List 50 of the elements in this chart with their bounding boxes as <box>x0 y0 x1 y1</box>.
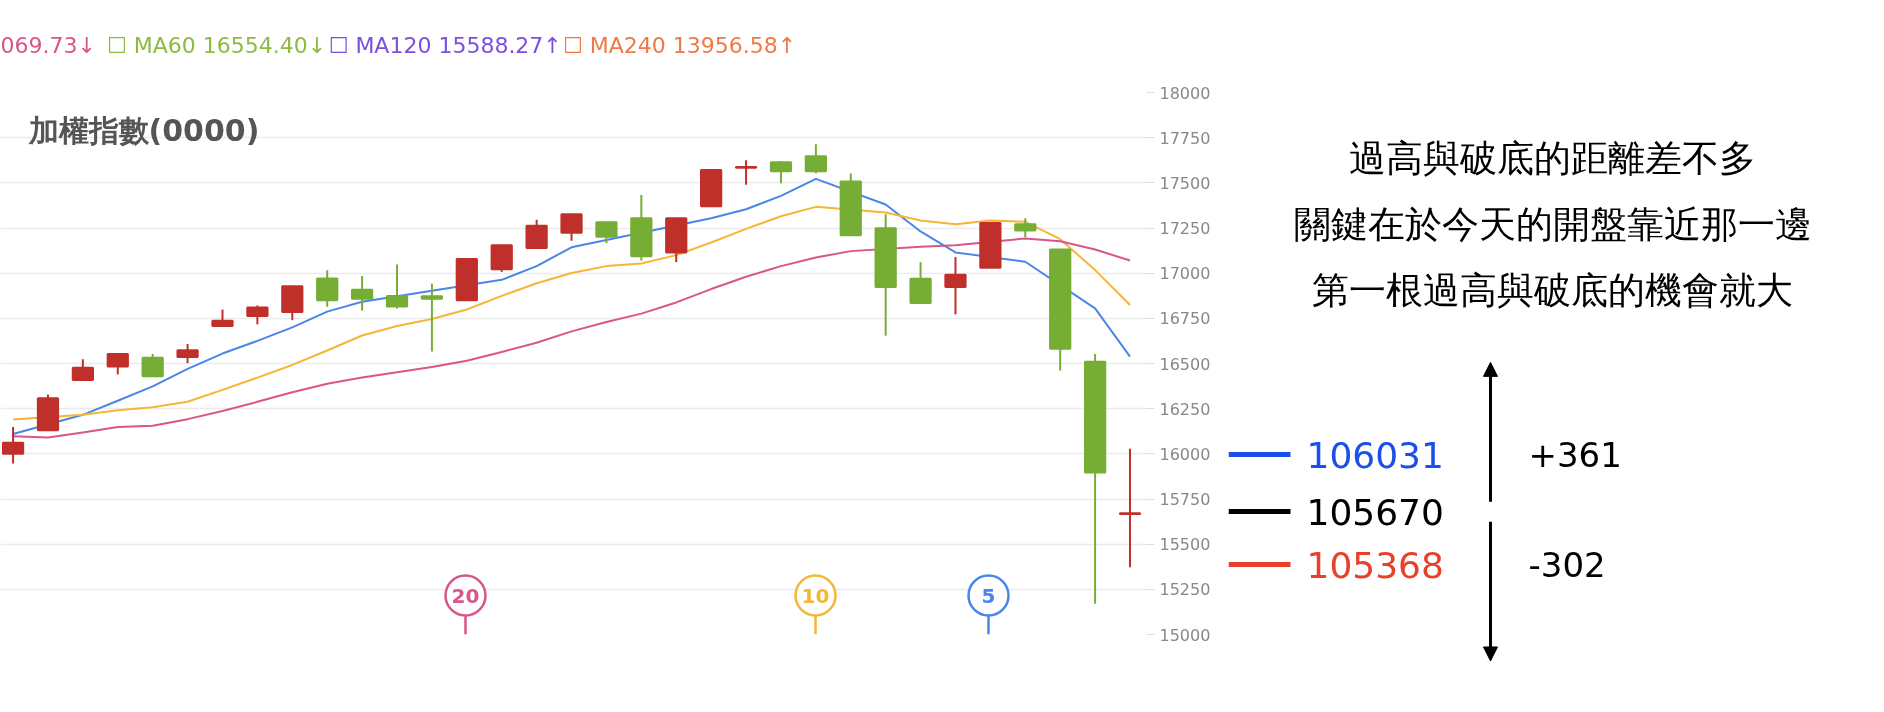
text: -302 <box>1528 545 1606 585</box>
text: 關鍵在於今天的開盤靠近那一邊 <box>1293 203 1812 246</box>
text: ☐ MA120 15588.27↑ <box>328 33 562 58</box>
text: 069.73↓ <box>0 33 96 58</box>
y-tick-label: 16000 <box>1159 444 1211 464</box>
text: +361 <box>1528 435 1622 475</box>
candlestick <box>525 218 548 250</box>
line-series <box>12 177 1131 435</box>
annotation: 20 <box>451 583 480 608</box>
line-series <box>12 205 1131 421</box>
y-tick-label: 15750 <box>1159 490 1211 509</box>
y-tick-label: 16500 <box>1159 354 1211 374</box>
candlestick <box>734 159 758 186</box>
text: 105670 <box>1306 491 1444 533</box>
y-tick-label: 17000 <box>1159 264 1211 284</box>
y-tick-label: 18000 <box>1159 83 1211 103</box>
y-tick-label: 15000 <box>1159 625 1211 645</box>
candlestick <box>350 275 374 312</box>
candlestick <box>804 143 827 175</box>
candlestick <box>1 426 25 465</box>
candlestick <box>71 358 94 381</box>
candlestick <box>1118 447 1142 569</box>
y-tick-label: 16250 <box>1159 399 1211 419</box>
y-tick-label: 15500 <box>1159 535 1211 555</box>
text: 過高與破底的距離差不多 <box>1349 137 1756 180</box>
candlestick <box>560 213 583 242</box>
annotation: 10 <box>801 583 830 608</box>
text: 106031 <box>1306 434 1444 476</box>
text: 加權指數(0000) <box>27 113 260 148</box>
candlestick <box>141 352 164 378</box>
y-tick-label: 17750 <box>1159 128 1211 148</box>
line-series <box>12 237 1131 439</box>
y-tick-label: 17250 <box>1159 219 1211 238</box>
candlestick <box>944 256 967 316</box>
candlestick <box>385 263 409 310</box>
candlestick <box>106 352 129 376</box>
y-tick-label: 17500 <box>1159 173 1211 193</box>
text: ☐ MA240 13956.58↑ <box>563 33 797 58</box>
candlestick <box>1014 217 1037 239</box>
y-tick-label: 15250 <box>1159 580 1211 600</box>
text: 105368 <box>1306 544 1444 586</box>
candlestick <box>176 342 199 365</box>
text: 第一根過高與破底的機會就大 <box>1312 269 1793 312</box>
candlestick <box>316 269 339 308</box>
annotation: 5 <box>981 583 996 608</box>
candlestick <box>490 244 513 273</box>
candlestick <box>595 221 618 245</box>
text: ☐ MA60 16554.40↓ <box>107 33 327 58</box>
candlestick <box>420 282 444 353</box>
y-tick-label: 16750 <box>1159 309 1211 329</box>
